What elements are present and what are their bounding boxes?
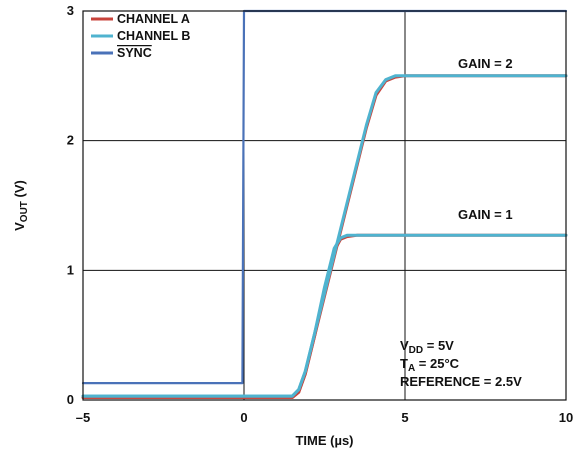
- x-tick-label: 5: [401, 410, 408, 425]
- y-tick-label: 1: [67, 262, 74, 277]
- gain-2-label: GAIN = 2: [458, 56, 513, 71]
- y-axis-label-unit: (V): [12, 180, 27, 201]
- vdd-condition: VDD = 5V: [400, 338, 454, 356]
- y-tick-label: 3: [67, 3, 74, 18]
- legend-label-channel-a: CHANNEL A: [117, 12, 190, 26]
- x-tick-label: –5: [76, 410, 90, 425]
- plot-frame: [82, 10, 567, 401]
- legend: CHANNEL A CHANNEL B SYNC: [91, 12, 190, 60]
- trace-channel-b: [81, 233, 568, 398]
- y-tick-label: 2: [67, 133, 74, 148]
- legend-label-channel-b: CHANNEL B: [117, 29, 190, 43]
- reference-condition: REFERENCE = 2.5V: [400, 374, 522, 389]
- x-axis-label: TIME (µs): [295, 433, 353, 448]
- ta-condition: TA = 25°C: [400, 356, 460, 374]
- gain-1-label: GAIN = 1: [458, 207, 513, 222]
- y-axis-label-sub: OUT: [19, 201, 30, 222]
- x-tick-label: 0: [240, 410, 247, 425]
- y-axis-label: VOUT (V): [12, 180, 30, 231]
- x-tick-label: 10: [559, 410, 573, 425]
- y-axis-label-main: V: [12, 222, 27, 231]
- y-tick-label: 0: [67, 392, 74, 407]
- legend-label-sync: SYNC: [117, 46, 152, 60]
